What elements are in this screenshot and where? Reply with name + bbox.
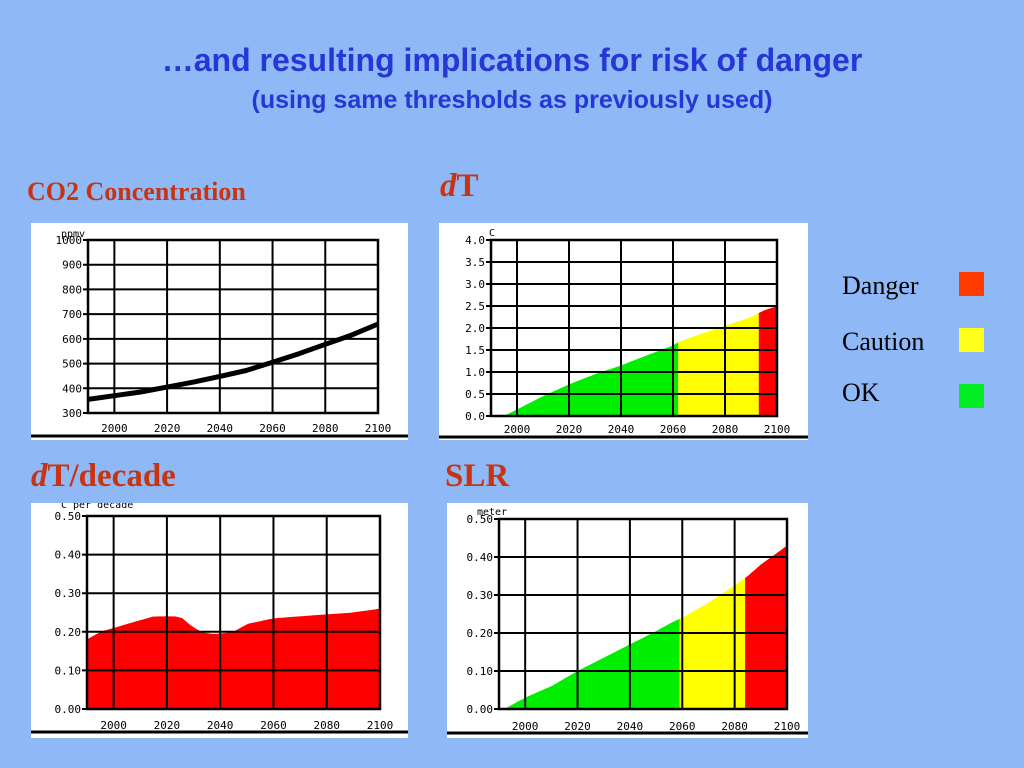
dt-xtick-label-5: 2100 — [764, 423, 791, 436]
page-title: …and resulting implications for risk of … — [161, 42, 863, 78]
dt-ytick-label-4: 2.0 — [465, 322, 485, 335]
dtdecade-chart-label: dT/decade — [31, 458, 176, 495]
dtdecade-plot-frame — [85, 514, 382, 711]
co2-unit-label: ppmv — [61, 229, 85, 240]
legend-swatch-ok — [959, 384, 984, 408]
legend-label-caution: Caution — [842, 327, 925, 356]
slr-plot-frame — [497, 517, 789, 711]
legend-label-danger: Danger — [842, 271, 919, 300]
legend-swatch-caution — [959, 328, 984, 352]
dt-area-zone-1 — [678, 313, 759, 416]
dtdecade-xtick-label-0: 2000 — [100, 719, 127, 732]
dtdecade-chart-panel: 0.00 0.10 0.20 0.30 0.40 0.50 2000 2020 2040 2060… — [31, 503, 408, 738]
co2-ytick-label-4: 700 — [62, 308, 82, 321]
slr-ytick-label-3: 0.30 — [467, 589, 494, 602]
co2-ytick-label-0: 300 — [62, 407, 82, 420]
legend-label-ok: OK — [842, 378, 880, 407]
dt-ytick-label-3: 1.5 — [465, 344, 485, 357]
co2-ytick-label-2: 500 — [62, 358, 82, 371]
dt-area-zone-0 — [504, 342, 679, 416]
co2-xtick-label-0: 2000 — [101, 422, 128, 435]
dtdecade-label-rest: T/decade — [47, 458, 176, 494]
dt-ytick-label-6: 3.0 — [465, 278, 485, 291]
dt-unit-label: C — [489, 228, 495, 239]
dtdecade-ytick-label-3: 0.30 — [55, 587, 82, 600]
slr-ytick-label-2: 0.20 — [467, 627, 494, 640]
co2-plot-frame — [86, 238, 380, 415]
slr-xtick-label-2: 2040 — [617, 720, 644, 733]
co2-xtick-label-5: 2100 — [365, 422, 392, 435]
page-subtitle: (using same thresholds as previously use… — [251, 86, 773, 114]
dt-chart-label: dT — [440, 168, 479, 205]
co2-series-line-0 — [87, 321, 379, 402]
slr-ytick-label-4: 0.40 — [467, 551, 494, 564]
slr-chart: 0.00 0.10 0.20 0.30 0.40 0.50 2000 2020 2040 2060… — [447, 507, 808, 735]
dtdecade-area-zone-0 — [87, 608, 380, 709]
dtdecade-ytick-label-0: 0.00 — [55, 703, 82, 716]
dtdecade-ytick-label-2: 0.20 — [55, 626, 82, 639]
co2-chart: 300 400 500 600 700 800 900 1000 2000 2020 2040 206… — [31, 229, 408, 438]
slr-ytick-label-1: 0.10 — [467, 665, 494, 678]
dt-xtick-label-2: 2040 — [608, 423, 635, 436]
dt-chart: 0.0 0.5 1.0 1.5 2.0 2.5 3.0 3.5 4.0 2000 2020 2040 2… — [439, 228, 808, 439]
dtdecade-chart: 0.00 0.10 0.20 0.30 0.40 0.50 2000 2020 2040 2060… — [31, 503, 408, 734]
dtdecade-label-italic: d — [31, 458, 48, 494]
dt-label-rest: T — [456, 168, 479, 204]
slr-unit-label: meter — [477, 507, 507, 518]
dtdecade-ytick-label-1: 0.10 — [55, 664, 82, 677]
slr-xtick-label-5: 2100 — [774, 720, 801, 733]
slr-area-zone-2 — [745, 545, 787, 709]
co2-xtick-label-3: 2060 — [259, 422, 286, 435]
dt-xtick-label-0: 2000 — [504, 423, 531, 436]
co2-xtick-label-2: 2040 — [207, 422, 234, 435]
dt-plot-frame — [489, 238, 779, 418]
dtdecade-ytick-label-5: 0.50 — [55, 510, 82, 523]
co2-xtick-label-4: 2080 — [312, 422, 339, 435]
dt-ytick-label-0: 0.0 — [465, 410, 485, 423]
dt-ytick-label-2: 1.0 — [465, 366, 485, 379]
dt-area-zone-2 — [758, 306, 777, 416]
dt-xtick-label-4: 2080 — [712, 423, 739, 436]
dt-label-italic: d — [440, 168, 457, 204]
dt-xtick-label-3: 2060 — [660, 423, 687, 436]
slr-area-zone-0 — [504, 618, 680, 709]
dt-ytick-label-5: 2.5 — [465, 300, 485, 313]
dt-ytick-label-7: 3.5 — [465, 256, 485, 269]
slr-xtick-label-4: 2080 — [721, 720, 748, 733]
slr-chart-label: SLR — [445, 458, 510, 494]
dtdecade-unit-label: C per decade — [61, 503, 133, 511]
co2-ytick-label-7: 1000 — [56, 234, 83, 247]
co2-ytick-label-6: 900 — [62, 259, 82, 272]
dt-chart-panel: 0.0 0.5 1.0 1.5 2.0 2.5 3.0 3.5 4.0 2000 2020 2040 2… — [439, 223, 808, 440]
dtdecade-xtick-label-5: 2100 — [367, 719, 394, 732]
legend-swatch-danger — [959, 272, 984, 296]
slr-xtick-label-3: 2060 — [669, 720, 696, 733]
dtdecade-xtick-label-3: 2060 — [260, 719, 287, 732]
dtdecade-ytick-label-4: 0.40 — [55, 549, 82, 562]
co2-chart-label: CO2 Concentration — [27, 177, 246, 206]
slr-ytick-label-0: 0.00 — [467, 703, 494, 716]
co2-chart-panel: 300 400 500 600 700 800 900 1000 2000 2020 2040 206… — [31, 223, 408, 440]
co2-ytick-label-3: 600 — [62, 333, 82, 346]
co2-ytick-label-5: 800 — [62, 283, 82, 296]
slr-area-zone-1 — [679, 577, 746, 709]
dtdecade-xtick-label-2: 2040 — [207, 719, 234, 732]
dtdecade-xtick-label-4: 2080 — [313, 719, 340, 732]
slr-xtick-label-1: 2020 — [564, 720, 591, 733]
slr-ytick-label-5: 0.50 — [467, 513, 494, 526]
dt-ytick-label-1: 0.5 — [465, 388, 485, 401]
co2-xtick-label-1: 2020 — [154, 422, 181, 435]
co2-ytick-label-1: 400 — [62, 382, 82, 395]
slr-chart-panel: 0.00 0.10 0.20 0.30 0.40 0.50 2000 2020 2040 2060… — [447, 503, 808, 738]
dt-ytick-label-8: 4.0 — [465, 234, 485, 247]
slr-xtick-label-0: 2000 — [512, 720, 539, 733]
dtdecade-xtick-label-1: 2020 — [154, 719, 181, 732]
dt-xtick-label-1: 2020 — [556, 423, 583, 436]
